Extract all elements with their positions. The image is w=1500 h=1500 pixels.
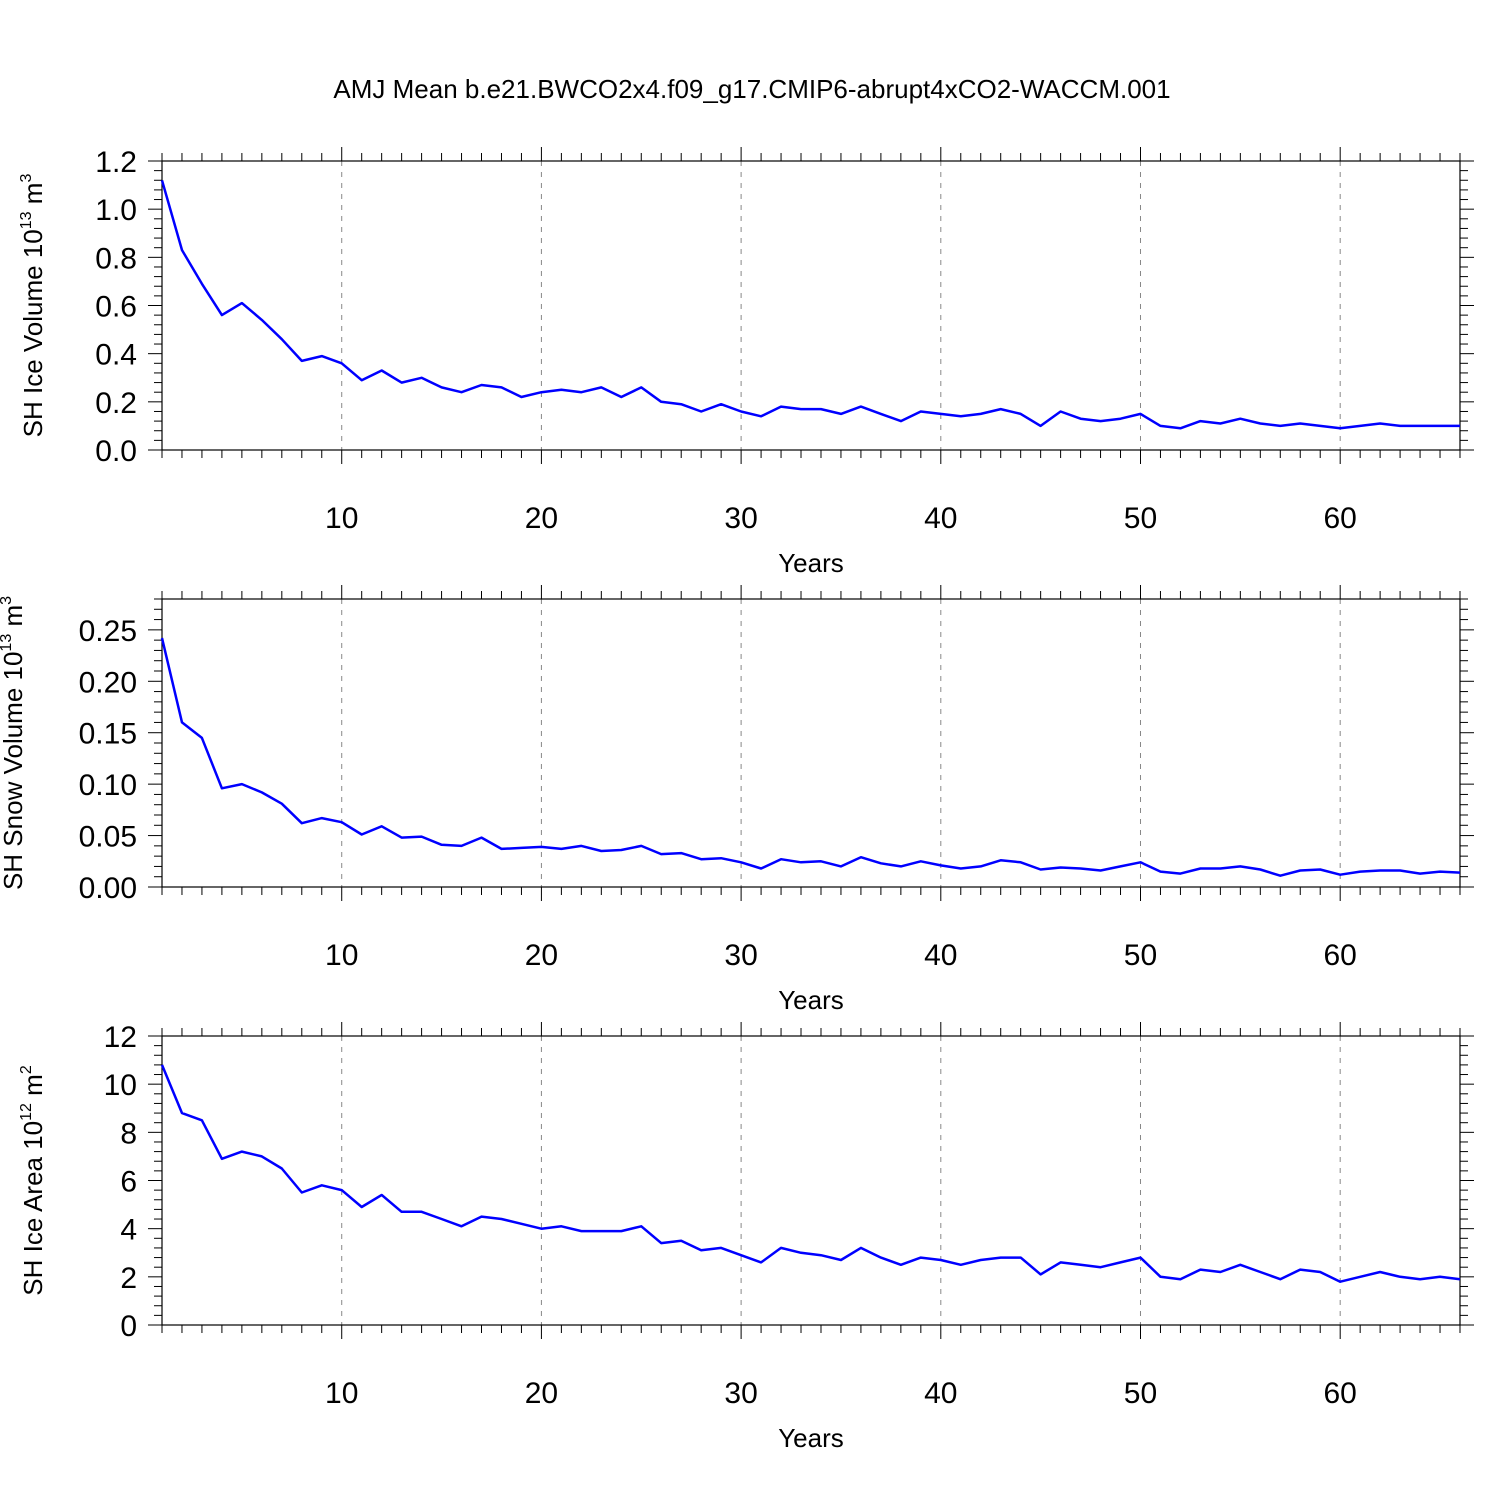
- y-tick-label: 4: [120, 1214, 137, 1247]
- y-tick-label: 8: [120, 1117, 137, 1150]
- x-tick-label: 30: [724, 939, 757, 972]
- y-tick-label: 12: [104, 1021, 137, 1054]
- y-tick-label: 0: [120, 1310, 137, 1343]
- y-axis-title: SH Ice Area 1012 m2: [18, 1065, 48, 1296]
- panel-1: 10 20 30 40 50 60 0.0 0.2 0.4 0.6 0.8 1.0 1.2 Years SH…: [18, 146, 1474, 578]
- y-tick-label: 10: [104, 1069, 137, 1102]
- plot-frame: [161, 160, 1461, 451]
- x-tick-label: 60: [1323, 502, 1356, 535]
- x-tick-label: 60: [1323, 939, 1356, 972]
- y-tick-label: 0.4: [95, 339, 137, 372]
- x-axis-title: Years: [778, 1423, 844, 1453]
- x-axis-title: Years: [778, 985, 844, 1015]
- plot-frame: [161, 598, 1461, 888]
- y-tick-label: 0.25: [79, 615, 137, 648]
- y-axis-title: SH Snow Volume 1013 m3: [0, 596, 28, 890]
- y-tick-label: 0.20: [79, 666, 137, 699]
- y-tick-label: 0.6: [95, 291, 137, 324]
- x-tick-label: 50: [1124, 939, 1157, 972]
- x-tick-label: 50: [1124, 1377, 1157, 1410]
- chart-title: AMJ Mean b.e21.BWCO2x4.f09_g17.CMIP6-abr…: [333, 74, 1170, 104]
- y-tick-label: 0.15: [79, 718, 137, 751]
- y-tick-label: 0.00: [79, 872, 137, 905]
- x-tick-label: 20: [525, 1377, 558, 1410]
- y-tick-label: 0.05: [79, 821, 137, 854]
- y-tick-label: 2: [120, 1262, 137, 1295]
- x-tick-label: 20: [525, 939, 558, 972]
- x-tick-label: 40: [924, 939, 957, 972]
- x-tick-label: 10: [325, 1377, 358, 1410]
- series-line: [160, 179, 1460, 430]
- y-axis-title: SH Ice Volume 1013 m3: [18, 174, 48, 438]
- x-tick-label: 20: [525, 502, 558, 535]
- y-tick-label: 1.2: [95, 146, 137, 179]
- x-tick-label: 10: [325, 939, 358, 972]
- x-tick-label: 40: [924, 1377, 957, 1410]
- y-tick-label: 6: [120, 1166, 137, 1199]
- x-tick-label: 40: [924, 502, 957, 535]
- x-tick-label: 30: [724, 1377, 757, 1410]
- y-tick-label: 0.0: [95, 435, 137, 468]
- panel-3: 10 20 30 40 50 60 0 2 4 6 8 10 12 Years SH Ice Area 10…: [18, 1021, 1474, 1453]
- x-tick-label: 60: [1323, 1377, 1356, 1410]
- x-tick-label: 10: [325, 502, 358, 535]
- panels: 10 20 30 40 50 600.00.20.40.60.81.01.2YearsSH…: [0, 146, 1474, 1453]
- y-tick-label: 0.10: [79, 769, 137, 802]
- y-tick-label: 0.2: [95, 387, 137, 420]
- panel-2: 10 20 30 40 50 60 0.00 0.05 0.10 0.15 0.20 0.25 Year…: [0, 585, 1474, 1015]
- series-line: [160, 637, 1461, 877]
- plot-frame: [161, 1035, 1461, 1326]
- y-tick-label: 0.8: [95, 242, 137, 275]
- x-tick-label: 30: [724, 502, 757, 535]
- y-tick-label: 1.0: [95, 194, 137, 227]
- x-tick-label: 50: [1124, 502, 1157, 535]
- x-axis-title: Years: [778, 548, 844, 578]
- series-line: [160, 1064, 1461, 1283]
